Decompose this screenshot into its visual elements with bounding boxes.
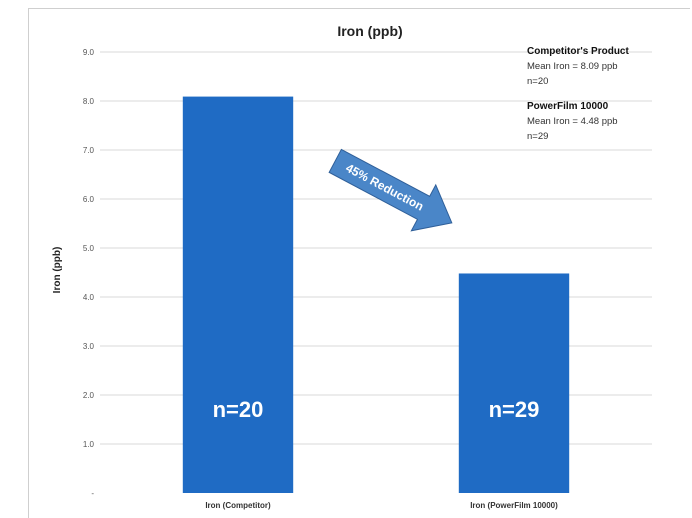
annotation-line: n=20 [527,76,548,87]
category-label: Iron (Competitor) [205,501,271,510]
y-tick-label: 3.0 [83,342,95,351]
y-tick-label: 2.0 [83,391,95,400]
bar [458,273,570,493]
bar-count-label: n=29 [489,397,540,422]
reduction-arrow: 45% Reduction [328,148,453,232]
y-tick-label: 6.0 [83,195,95,204]
annotation-line: Mean Iron = 4.48 ppb [527,116,618,127]
y-tick-labels: 9.0 8.0 7.0 6.0 5.0 4.0 3.0 2.0 1.0 - [83,48,95,498]
category-labels: Iron (Competitor) Iron (PowerFilm 10000) [205,501,558,510]
y-tick-label: - [91,489,94,498]
arrow-icon [328,148,453,232]
bar [182,96,294,493]
chart-title: Iron (ppb) [337,23,402,39]
y-tick-label: 4.0 [83,293,95,302]
bar-count-label: n=20 [213,397,264,422]
y-tick-label: 7.0 [83,146,95,155]
annotation-heading: PowerFilm 10000 [527,101,609,112]
chart-frame [28,8,690,518]
y-tick-label: 1.0 [83,440,95,449]
bars: n=20 n=29 [182,96,570,493]
y-axis-label: Iron (ppb) [52,247,63,294]
y-tick-label: 8.0 [83,97,95,106]
annotation-block: Competitor's Product Mean Iron = 8.09 ppb… [527,46,629,142]
category-label: Iron (PowerFilm 10000) [470,501,558,510]
y-tick-label: 9.0 [83,48,95,57]
annotation-heading: Competitor's Product [527,46,629,57]
y-tick-label: 5.0 [83,244,95,253]
annotation-line: n=29 [527,131,548,142]
arrow-label: 45% Reduction [343,161,426,214]
annotation-line: Mean Iron = 8.09 ppb [527,61,618,72]
reduction-arrow-shape: 45% Reduction [328,148,453,232]
